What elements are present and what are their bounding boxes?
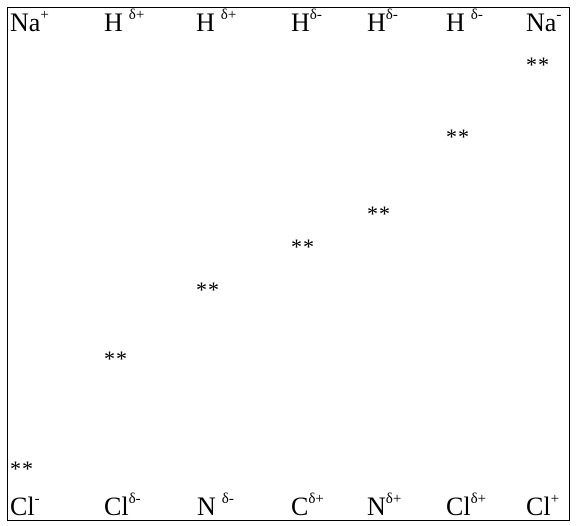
electron-pair-marker-2: ** [104, 348, 128, 370]
diagram-frame [7, 7, 570, 521]
bottom-label-7: Cl+ [526, 494, 559, 520]
electron-pair-marker-5: ** [367, 203, 391, 225]
bottom-label-2: Clδ- [104, 494, 141, 520]
top-label-7: Na- [526, 10, 561, 36]
bottom-label-6: Clδ+ [446, 494, 486, 520]
bottom-label-4: Cδ+ [291, 494, 324, 520]
electron-pair-marker-7: ** [526, 54, 550, 76]
top-label-1: Na+ [10, 10, 49, 36]
electron-pair-marker-6: ** [446, 126, 470, 148]
bottom-label-1: Cl- [10, 494, 40, 520]
electron-pair-marker-1: ** [10, 458, 34, 480]
electron-pair-marker-3: ** [196, 279, 220, 301]
top-label-5: Hδ- [367, 10, 398, 36]
electron-pair-marker-4: ** [291, 236, 315, 258]
top-label-4: Hδ- [291, 10, 322, 36]
bottom-label-5: Nδ+ [367, 494, 401, 520]
